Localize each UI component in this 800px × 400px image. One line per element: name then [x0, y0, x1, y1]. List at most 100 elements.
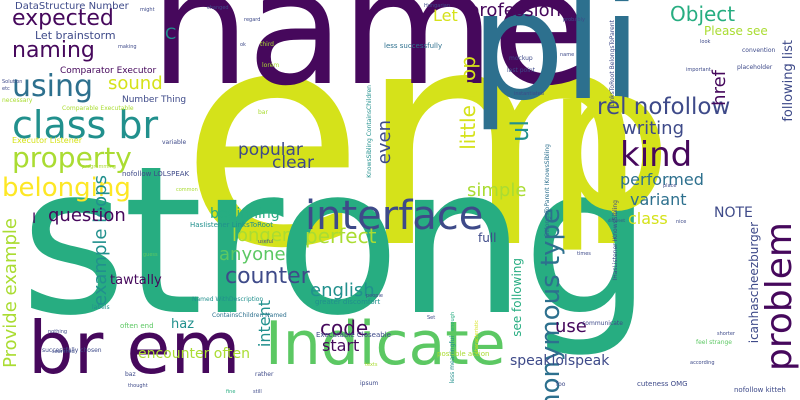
word-according: according [690, 360, 715, 366]
word-guess: guess [143, 252, 158, 258]
word-expected: expected [12, 6, 114, 31]
word-let-brainstorm: Let brainstorm [35, 29, 116, 42]
word-third: third [260, 41, 274, 48]
word-example-loops: example loops [90, 175, 111, 307]
word-icanhascheezburger: icanhascheezburger [747, 222, 761, 344]
word-class: class [628, 209, 668, 228]
word-i: I [32, 211, 37, 227]
word-might: might [140, 7, 155, 13]
word-number-thing: Number Thing [122, 95, 187, 105]
word-speaklolspeak: speaklolspeak [510, 353, 610, 369]
word-greater-discomfort: greater discomfort [315, 298, 381, 306]
word-instantiated: instantiated [514, 91, 544, 97]
word-clear: clear [272, 153, 314, 173]
word-placeholder: placeholder [737, 64, 773, 71]
word-kind: kind [620, 135, 693, 175]
word-executable-closeable: Executable Closeable [316, 331, 391, 339]
word-ok: ok [240, 42, 246, 48]
word-characteristic: characteristic [474, 320, 480, 355]
word-performed: performed [620, 170, 704, 189]
word-labels: labels [92, 304, 110, 311]
word-anyone: anyone [219, 244, 286, 265]
word-still: still [253, 389, 262, 395]
word-useful: useful [258, 239, 274, 245]
word-href: href [709, 70, 730, 106]
word-hungarian: Hungarian [424, 3, 451, 9]
word-tawtally: tawtally [110, 273, 162, 288]
word-little-loop: little loop [456, 56, 480, 150]
word-enough: enough [450, 312, 456, 331]
word-comparator-executor: Comparator Executor [60, 66, 157, 76]
word-start: start [322, 336, 360, 355]
word-foo: foo [556, 381, 566, 388]
word-variable: variable [162, 139, 187, 146]
word-ul: ul [506, 120, 534, 142]
word-longer: longer [232, 225, 290, 246]
word-look: look [700, 39, 711, 45]
word-strong: strong [20, 123, 652, 361]
word-using: using [12, 69, 94, 104]
word-question: question [48, 205, 126, 226]
word-anonymous-type: anonymous type [536, 208, 566, 400]
word-profession: profession [468, 0, 562, 21]
word-following-list: following list [781, 40, 796, 122]
word-full: full [478, 231, 497, 245]
word-note: NOTE [714, 205, 753, 221]
word-nice: nice [676, 219, 687, 225]
word-communicate: communicate [582, 320, 623, 327]
word-people: people [366, 293, 383, 299]
word-etc: etc [2, 86, 10, 92]
word-p: p [545, 23, 672, 256]
word-object: Object [670, 2, 736, 26]
word-writing: writing [622, 118, 685, 139]
word-place: place [663, 183, 677, 189]
word-br-em-bottom: br em [28, 306, 241, 390]
word-haz: haz [171, 317, 195, 332]
word-ipsum: ipsum [360, 380, 379, 387]
word-interface: interface [305, 193, 484, 239]
word-probably: probably [563, 17, 585, 23]
word-datastructure-number: DataStructure Number [15, 1, 129, 12]
word-set: Set [427, 315, 436, 321]
word-perfect: perfect [305, 224, 377, 248]
word-programming: programming [82, 164, 116, 170]
word-c: C [165, 24, 177, 43]
word-ihaslistener-iknowssibling: IHasListener IKnowsSibling [612, 200, 619, 281]
word-popular: popular [238, 140, 303, 160]
word-counter: counter [225, 264, 310, 289]
word-common: common [176, 187, 198, 193]
word-code: code [320, 316, 369, 340]
word-variant: variant [630, 190, 687, 209]
word-times: times [577, 251, 591, 257]
word-fine: fine [226, 389, 236, 395]
word-different: different [608, 218, 625, 223]
word-use: use [555, 316, 587, 337]
word-belonging: belonging [2, 173, 131, 203]
word-em: em [180, 0, 651, 314]
word-solution: Solution [2, 79, 23, 85]
word-bar: bar [258, 109, 268, 116]
word-intent: intent [255, 300, 274, 348]
word-feel-strange: feel strange [696, 339, 732, 346]
word-cuteness-omg: cuteness OMG [637, 380, 688, 388]
word-last-point: last point [507, 67, 536, 74]
word-convention: convention [742, 47, 776, 54]
word-lorem: lorem [262, 62, 280, 69]
word-name: name [150, 0, 589, 121]
word-property: property [12, 141, 132, 174]
word-baz: baz [125, 371, 136, 378]
word-even: even [374, 120, 395, 165]
word-problem: problem [759, 222, 800, 371]
word-name-small: name [560, 52, 575, 58]
word-nofollow-kitteh: nofollow kitteh [734, 386, 786, 394]
word-see-following: see following [510, 258, 524, 337]
word-provide-example: Provide example [0, 218, 21, 368]
word-successfully-chosen: successfully chosen [42, 347, 102, 354]
word-named-withdescription: Named WithDescription [192, 296, 264, 303]
word-making: making [118, 44, 137, 50]
word-changed: changed [207, 5, 229, 11]
word-regard: regard [244, 17, 261, 23]
word-important: important [686, 67, 711, 73]
word-belongstoparent-iknowssibling: BelongsToParent IKnowsSibling [544, 144, 551, 237]
